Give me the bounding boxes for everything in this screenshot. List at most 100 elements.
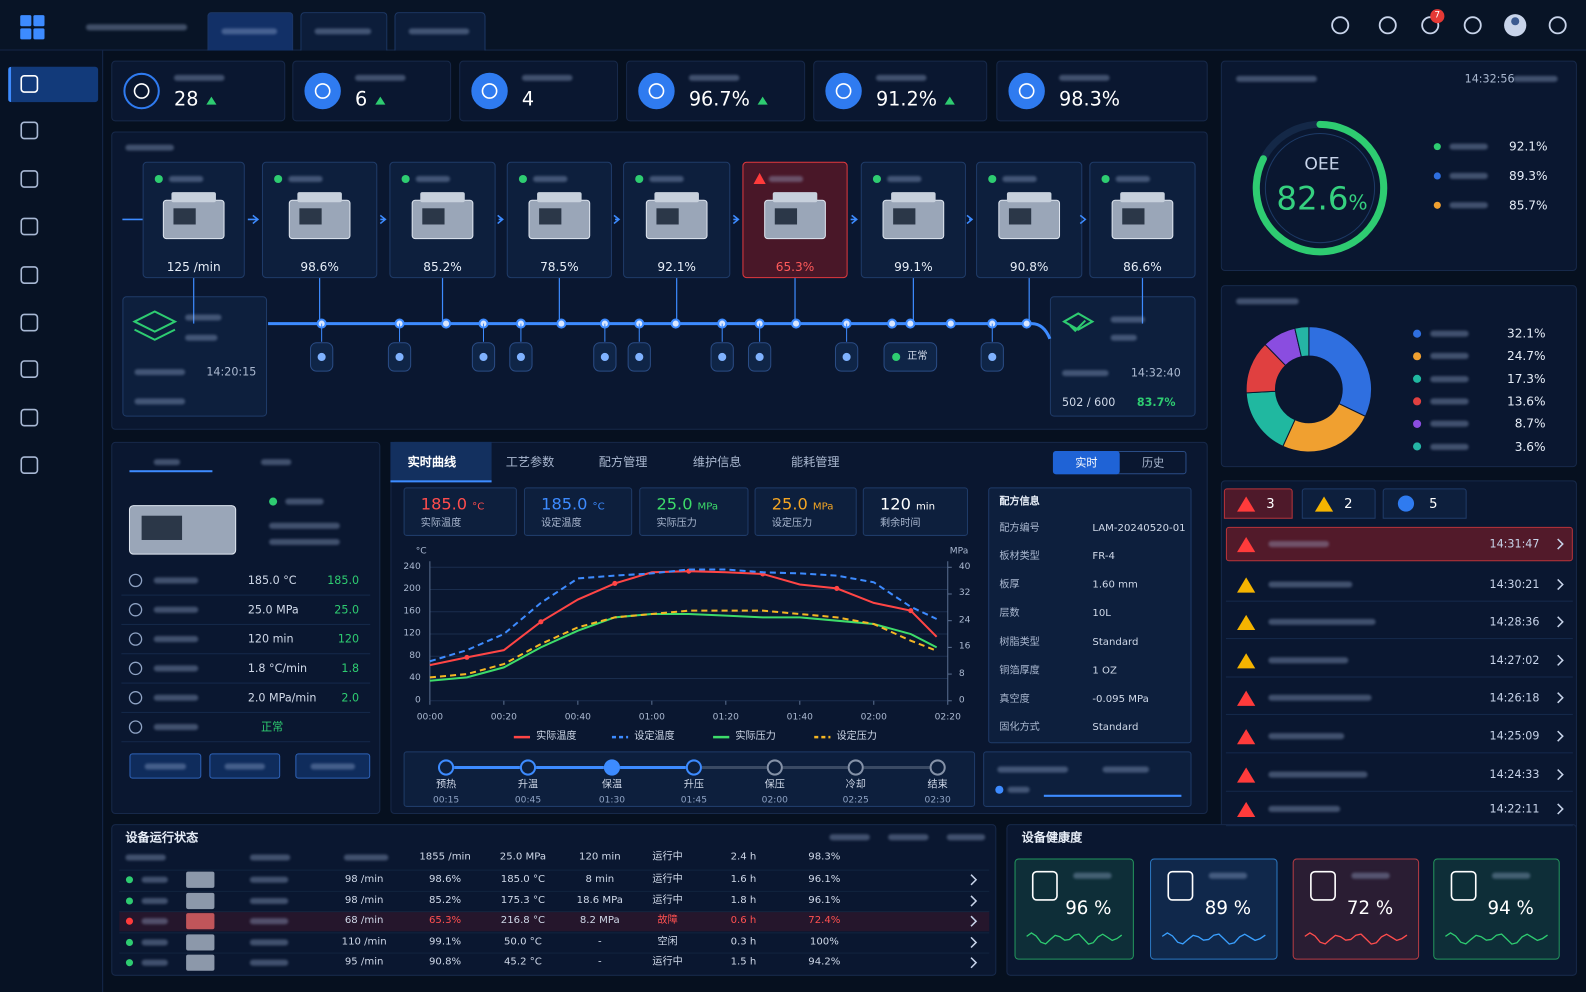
- alert-time: 14:24:33: [1489, 768, 1540, 782]
- sensor-glyph: [988, 352, 997, 362]
- status-pill: [883, 342, 938, 372]
- alert-chevron: [1557, 654, 1564, 666]
- oee-time: 14:32:56: [1464, 72, 1515, 86]
- blurred-label: [997, 766, 1069, 773]
- x-tick-label: 02:20: [934, 712, 961, 723]
- legend-value: 13.6%: [1506, 394, 1546, 409]
- box-rate: 83.7%: [1136, 395, 1176, 410]
- table-cell: 8.2 MPa: [579, 915, 620, 927]
- sidebar-active[interactable]: [8, 66, 99, 103]
- blurred-label: [249, 939, 289, 946]
- series-point: [834, 585, 840, 591]
- kpi-value: 91.2%: [876, 90, 956, 110]
- alert-tab[interactable]: [1382, 488, 1467, 519]
- kpi-number: 98.3%: [1059, 88, 1121, 111]
- table-cell: 175.3 °C: [500, 894, 546, 907]
- blurred-label: [134, 398, 186, 405]
- tab-active: [390, 441, 492, 483]
- y2-tick-label: 24: [958, 615, 971, 626]
- nav-tab[interactable]: [394, 12, 486, 51]
- blurred-label: [249, 897, 289, 905]
- alert-row[interactable]: [1225, 526, 1573, 562]
- x-tick-label: 02:00: [860, 712, 887, 723]
- alert-row[interactable]: [1225, 605, 1573, 640]
- row-chevron: [970, 874, 978, 886]
- alert-tab-count: 5: [1429, 497, 1438, 513]
- reading-number: 25.0: [656, 494, 693, 514]
- blurred-label: [1430, 375, 1469, 382]
- kpi-value: 98.3%: [1059, 88, 1121, 111]
- detail-button[interactable]: [295, 753, 371, 779]
- table-cell: 运行中: [652, 873, 683, 885]
- alert-row[interactable]: [1225, 792, 1573, 827]
- step-name: 结束: [927, 779, 948, 791]
- alert-row[interactable]: [1225, 757, 1573, 792]
- recipe-value: Standard: [1092, 722, 1139, 734]
- health-card: [1150, 858, 1278, 960]
- alert-chevron: [1557, 616, 1564, 628]
- top-icon: [1331, 16, 1350, 35]
- blurred-label: [1449, 143, 1488, 150]
- machine-top: [891, 192, 936, 203]
- y2-unit: MPa: [949, 546, 969, 557]
- blurred-label: [1268, 733, 1345, 740]
- gauge-inner: [1264, 132, 1376, 244]
- mode-button[interactable]: 历史: [1141, 456, 1165, 470]
- machine-thumb: [186, 934, 215, 951]
- reading-number: 25.0: [771, 494, 808, 514]
- detail-button[interactable]: [209, 753, 281, 779]
- alert-row[interactable]: [1225, 719, 1573, 754]
- y-tick-label: 160: [403, 606, 421, 617]
- process-tab[interactable]: 工艺参数: [505, 455, 555, 470]
- kpi-icon-inner: [314, 83, 331, 99]
- nav-tab[interactable]: [207, 12, 294, 51]
- alert-tab[interactable]: [1223, 488, 1293, 519]
- reading-card: [639, 487, 749, 536]
- legend-value: 24.7%: [1506, 349, 1546, 364]
- kpi-icon-inner: [1018, 83, 1035, 99]
- blurred-label: [875, 74, 927, 81]
- flow-arrow: [850, 214, 858, 225]
- alert-chevron: [1557, 578, 1564, 591]
- kpi-card: [111, 60, 286, 122]
- blurred-label: [249, 959, 289, 966]
- y2-tick-label: 16: [958, 641, 971, 652]
- step-name: 升压: [683, 779, 704, 791]
- alert-tab[interactable]: [1301, 488, 1376, 519]
- kpi-icon: [304, 72, 341, 110]
- recipe-key: 树脂类型: [999, 637, 1040, 649]
- status-dot: [635, 174, 644, 184]
- reading-card: [862, 487, 968, 536]
- machine-top: [1006, 192, 1052, 203]
- legend-dot: [1433, 172, 1441, 180]
- alert-row[interactable]: [1225, 681, 1573, 715]
- process-tab[interactable]: 实时曲线: [407, 455, 457, 470]
- nav-tab[interactable]: [300, 12, 388, 51]
- mode-button[interactable]: 实时: [1075, 456, 1098, 470]
- blurred-label: [221, 28, 278, 35]
- legend-label: 实际温度: [536, 731, 577, 743]
- param-icon: [128, 661, 143, 676]
- health-card: [1014, 858, 1134, 960]
- series-point: [538, 619, 544, 625]
- recipe-value: 1.60 mm: [1092, 579, 1138, 591]
- health-icon: [1450, 870, 1477, 901]
- alert-row[interactable]: [1225, 567, 1573, 602]
- alert-icon: [1237, 653, 1256, 669]
- recipe-value: 10L: [1092, 607, 1111, 619]
- process-tab[interactable]: 配方管理: [598, 455, 648, 470]
- step-node: [929, 759, 946, 776]
- step-node: [437, 759, 455, 776]
- kpi-icon-inner: [835, 83, 852, 99]
- process-tab[interactable]: 维护信息: [692, 455, 742, 470]
- step-time: 02:25: [842, 795, 869, 806]
- detail-button[interactable]: [129, 753, 202, 779]
- blurred-label: [533, 175, 568, 183]
- mode-active[interactable]: [1052, 450, 1120, 475]
- alert-row[interactable]: [1225, 643, 1573, 678]
- table-panel: [111, 824, 997, 976]
- process-tab[interactable]: 能耗管理: [790, 455, 840, 470]
- alert-tab-icon: [1314, 496, 1334, 512]
- pipe-node: [945, 318, 956, 329]
- badge: [1430, 9, 1445, 24]
